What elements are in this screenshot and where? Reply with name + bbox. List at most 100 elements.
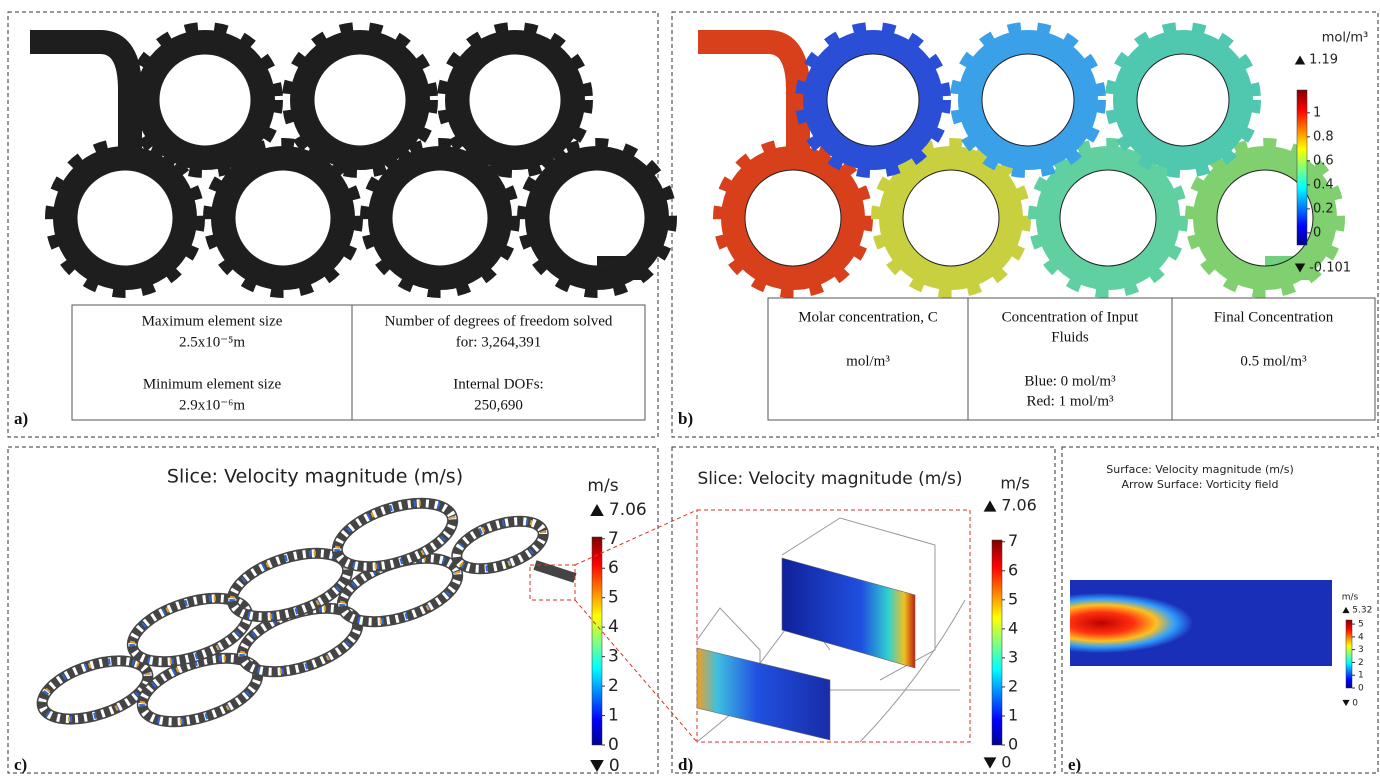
colorbar-tick-label: 4 bbox=[608, 617, 619, 637]
channel-edge bbox=[314, 54, 406, 146]
velocity-surface bbox=[1070, 580, 1332, 666]
table-text: Number of degrees of freedom solved bbox=[385, 313, 613, 329]
channel-3d bbox=[330, 491, 461, 579]
channel bbox=[815, 42, 931, 158]
colorbar-tick-label: 0.6 bbox=[1313, 153, 1334, 168]
table-text: Internal DOFs: bbox=[453, 376, 543, 392]
colorbar-unit: m/s bbox=[1000, 474, 1029, 493]
colorbar-min: -0.101 bbox=[1309, 261, 1351, 276]
colorbar-tick-label: 5 bbox=[1008, 589, 1018, 608]
colorbar-tick-label: 3 bbox=[1358, 645, 1364, 655]
colorbar-tick-label: 0.4 bbox=[1313, 177, 1334, 192]
colorbar-tick-label: 0.8 bbox=[1313, 129, 1334, 144]
colorbar-tick-label: 1 bbox=[608, 706, 619, 726]
colorbar-tick-label: 2 bbox=[1008, 676, 1018, 695]
colorbar-tick-label: 7 bbox=[1008, 531, 1018, 550]
min-marker bbox=[984, 757, 997, 768]
channel-edge bbox=[469, 54, 561, 146]
colorbar bbox=[1297, 90, 1307, 245]
table-text: Molar concentration, C bbox=[798, 309, 938, 325]
plot-title: Arrow Surface: Vorticity field bbox=[1122, 478, 1279, 491]
colorbar-min: 0 bbox=[609, 756, 620, 776]
table-text: for: 3,264,391 bbox=[456, 334, 541, 350]
colorbar bbox=[592, 537, 602, 745]
table-text: Blue: 0 mol/m³ bbox=[1024, 373, 1116, 389]
table-text: Red: 1 mol/m³ bbox=[1027, 393, 1115, 409]
colorbar-tick-label: 1 bbox=[1313, 105, 1321, 120]
colorbar-min: 0 bbox=[1001, 753, 1011, 772]
page: Maximum element size 2.5x10⁻⁵m Minimum ele… bbox=[0, 0, 1380, 778]
colorbar-tick-label: 0 bbox=[1358, 684, 1364, 694]
channel-edge bbox=[235, 170, 331, 266]
channel-edge bbox=[745, 170, 841, 266]
channel-edge bbox=[982, 54, 1074, 146]
max-marker bbox=[1295, 55, 1305, 64]
channel-edge bbox=[159, 54, 251, 146]
table-text: Fluids bbox=[1051, 329, 1089, 345]
colorbar-tick-label: 1 bbox=[1358, 671, 1364, 681]
panel-label: c) bbox=[14, 755, 27, 774]
colorbar-tick-label: 0.2 bbox=[1313, 201, 1334, 216]
table-text: Concentration of Input bbox=[1002, 309, 1139, 325]
colorbar-tick-label: 0 bbox=[1313, 225, 1321, 240]
channel bbox=[970, 42, 1086, 158]
baffle bbox=[729, 154, 857, 282]
plot-title: Surface: Velocity magnitude (m/s) bbox=[1106, 463, 1294, 476]
channel-edge bbox=[827, 54, 919, 146]
min-marker bbox=[590, 760, 604, 772]
colorbar-max: 7.06 bbox=[1001, 496, 1037, 515]
baffle bbox=[376, 154, 504, 282]
inlet bbox=[698, 42, 798, 150]
baffle bbox=[219, 154, 347, 282]
colorbar-tick-label: 2 bbox=[1358, 658, 1364, 668]
colorbar bbox=[992, 540, 1002, 745]
channel-edge bbox=[392, 170, 488, 266]
table-text: Final Concentration bbox=[1214, 309, 1334, 325]
colorbar-tick-label: 6 bbox=[608, 558, 619, 578]
table-text: Minimum element size bbox=[143, 376, 282, 392]
colorbar-tick-label: 3 bbox=[1008, 647, 1018, 666]
colorbar-unit: m/s bbox=[1342, 593, 1359, 603]
colorbar-tick-label: 0 bbox=[608, 735, 619, 755]
max-marker bbox=[984, 500, 997, 511]
channel-edge bbox=[77, 170, 173, 266]
max-marker bbox=[590, 504, 604, 516]
channel-edge bbox=[1137, 54, 1229, 146]
baffle bbox=[1044, 154, 1172, 282]
channel bbox=[1125, 42, 1241, 158]
content: Maximum element size 2.5x10⁻⁵m Minimum ele… bbox=[14, 31, 1375, 777]
panel-label: a) bbox=[14, 409, 28, 428]
outlet-3d bbox=[535, 565, 575, 578]
colorbar-max: 7.06 bbox=[609, 500, 647, 520]
table-text: 250,690 bbox=[474, 397, 523, 413]
colorbar-tick-label: 2 bbox=[608, 676, 619, 696]
colorbar bbox=[1346, 620, 1352, 688]
panel-label: d) bbox=[678, 755, 693, 774]
colorbar-tick-label: 6 bbox=[1008, 560, 1018, 579]
colorbar-unit: m/s bbox=[587, 476, 618, 496]
table-text: 2.5x10⁻⁵m bbox=[179, 334, 245, 350]
min-marker bbox=[1342, 700, 1349, 706]
table-text: Maximum element size bbox=[142, 313, 283, 329]
max-marker bbox=[1342, 607, 1349, 613]
channel bbox=[147, 42, 263, 158]
channel-edge bbox=[1060, 170, 1156, 266]
inlet bbox=[30, 42, 130, 150]
channel bbox=[302, 42, 418, 158]
channel-edge bbox=[903, 170, 999, 266]
colorbar-tick-label: 0 bbox=[1008, 735, 1018, 754]
colorbar-tick-label: 5 bbox=[608, 588, 619, 608]
colorbar-tick-label: 4 bbox=[1008, 618, 1018, 637]
plot-title: Slice: Velocity magnitude (m/s) bbox=[167, 466, 463, 488]
colorbar-max: 5.32 bbox=[1352, 606, 1372, 616]
panel-label: e) bbox=[1068, 755, 1081, 774]
channel-edge bbox=[549, 170, 645, 266]
baffle bbox=[61, 154, 189, 282]
channel bbox=[457, 42, 573, 158]
colorbar-tick-label: 5 bbox=[1358, 620, 1364, 630]
colorbar-tick-label: 7 bbox=[608, 529, 619, 549]
plot-title: Slice: Velocity magnitude (m/s) bbox=[697, 469, 962, 489]
baffle bbox=[887, 154, 1015, 282]
velocity-slice bbox=[697, 648, 830, 740]
panel-label: b) bbox=[678, 409, 693, 428]
